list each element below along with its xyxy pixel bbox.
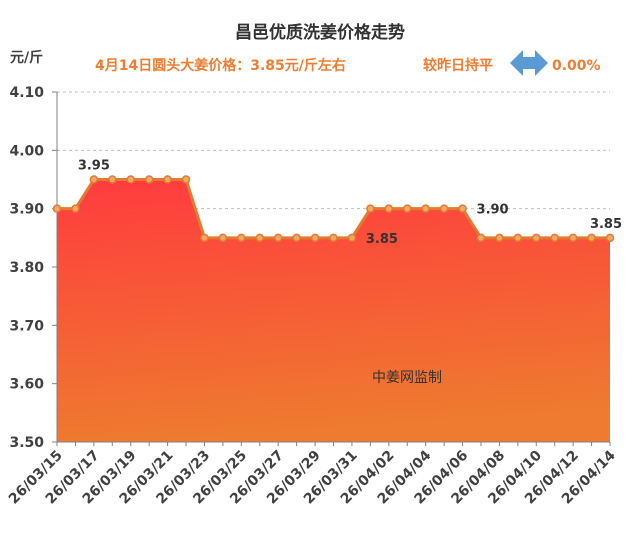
data-point — [237, 233, 246, 243]
data-point — [89, 175, 99, 184]
subtitle-change-value: 0.00% — [552, 58, 601, 74]
y-tick-label: 4.00 — [9, 143, 44, 159]
data-point — [181, 175, 191, 184]
data-point — [52, 204, 62, 213]
data-point — [144, 175, 154, 184]
subtitle-change-text: 较昨日持平 — [423, 57, 493, 74]
data-point — [605, 233, 615, 243]
data-point — [495, 233, 504, 243]
data-point — [587, 233, 596, 243]
y-tick-label: 4.10 — [9, 85, 44, 101]
chart-title: 昌邑优质洗姜价格走势 — [235, 22, 405, 43]
axis-layer — [56, 92, 611, 446]
data-label: 3.85 — [366, 232, 398, 247]
data-point — [568, 233, 578, 243]
watermark: 中姜网监制 — [372, 370, 442, 386]
data-point — [421, 204, 430, 213]
data-label: 3.90 — [477, 203, 509, 218]
y-tick-label: 3.80 — [9, 260, 44, 276]
data-point — [347, 233, 357, 243]
data-point — [476, 233, 486, 243]
price-area — [57, 179, 610, 442]
data-point — [273, 233, 283, 243]
marker-layer — [52, 175, 615, 243]
data-label-layer: 3.95 3.85 3.90 3.85 — [78, 159, 622, 247]
data-point — [366, 204, 375, 213]
subtitle-price: 4月14日圆头大姜价格：3.85元/斤左右 — [95, 57, 346, 74]
y-tick-label: 3.60 — [9, 377, 44, 393]
x-tick-labels: 26/03/1526/03/1726/03/1926/03/2126/03/23… — [6, 447, 619, 507]
y-axis-unit-label: 元/斤 — [10, 49, 43, 66]
data-point — [439, 204, 449, 213]
y-tick-label: 3.50 — [9, 435, 44, 451]
data-point — [108, 175, 117, 184]
data-point — [71, 204, 80, 213]
data-point — [384, 204, 394, 213]
data-point — [200, 233, 209, 243]
data-point — [402, 204, 412, 213]
y-tick-labels: 3.50 3.60 3.70 3.80 3.90 4.00 4.10 — [9, 85, 44, 451]
data-point — [310, 233, 320, 243]
data-point — [513, 233, 523, 243]
area-layer — [57, 179, 610, 442]
data-point — [255, 233, 265, 243]
data-point — [458, 204, 467, 213]
data-point — [126, 175, 135, 184]
data-point — [532, 233, 541, 243]
data-label: 3.95 — [78, 159, 110, 174]
data-point — [218, 233, 228, 243]
data-point — [329, 233, 338, 243]
y-tick-label: 3.90 — [9, 202, 44, 218]
y-tick-label: 3.70 — [9, 318, 44, 334]
data-point — [292, 233, 301, 243]
data-point — [163, 175, 172, 184]
data-point — [550, 233, 559, 243]
data-label: 3.85 — [590, 217, 622, 232]
double-arrow-icon — [510, 50, 548, 76]
